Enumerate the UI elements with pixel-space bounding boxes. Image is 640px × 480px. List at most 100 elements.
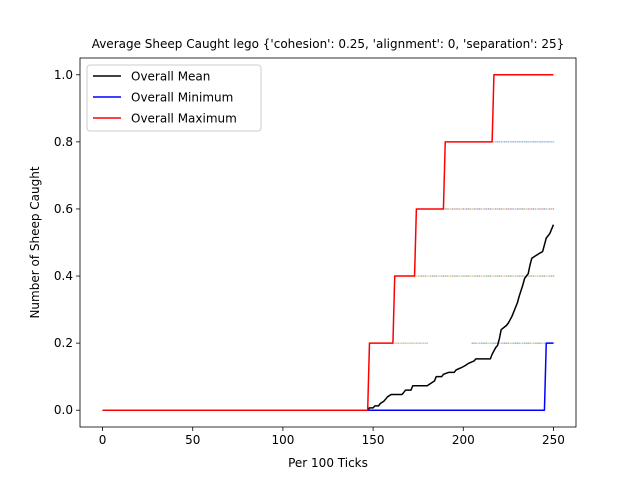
run-point [523,275,526,277]
run-point [430,275,432,277]
run-point [491,342,493,344]
run-point [525,208,528,210]
run-point [507,275,510,277]
run-point [507,141,510,143]
run-point [457,275,459,277]
run-point [426,342,429,344]
run-point [494,208,497,210]
run-point [538,342,540,344]
run-point [507,342,510,344]
run-point [476,275,479,277]
run-point [475,275,477,277]
run-point [523,208,526,210]
y-tick-label: 0.8 [54,135,73,149]
run-point [523,342,526,344]
run-point [482,275,484,277]
run-point [451,208,454,210]
run-point [512,208,515,210]
run-point [485,208,488,210]
run-point [475,342,477,344]
run-point [437,275,439,277]
run-point [478,275,481,277]
run-point [505,208,508,210]
run-point [511,275,513,277]
run-point [527,275,529,277]
run-point [502,208,504,210]
run-point [460,275,463,277]
run-point [457,208,459,210]
run-point [543,275,546,277]
run-point [502,275,504,277]
run-point [518,275,520,277]
run-point [514,208,517,210]
run-point [538,275,540,277]
run-point [516,208,519,210]
run-point [491,208,493,210]
run-point [502,342,504,344]
run-point [494,275,497,277]
run-point [552,141,555,143]
run-point [401,342,403,344]
run-point [471,208,474,210]
run-point [446,275,448,277]
run-point [496,208,499,210]
run-point [547,141,549,143]
run-point [485,342,488,344]
run-point [487,208,490,210]
run-point [549,208,551,210]
run-point [500,141,502,143]
run-point [469,208,472,210]
run-point [520,275,522,277]
run-point [540,275,542,277]
run-point [511,141,513,143]
run-point [460,208,463,210]
run-point [525,141,528,143]
run-point [547,275,549,277]
run-point [402,342,405,344]
run-point [529,275,531,277]
legend: Overall Mean Overall Minimum Overall Maxim… [86,64,262,132]
y-tick-label: 1.0 [54,68,73,82]
run-point [550,208,553,210]
run-point [442,275,445,277]
run-point [500,342,502,344]
run-point [531,275,533,277]
run-point [521,342,524,344]
run-point [484,342,486,344]
run-point [512,141,515,143]
run-point [395,342,398,344]
run-point [487,342,490,344]
run-point [489,208,492,210]
run-point [543,342,546,344]
run-point [478,342,481,344]
run-point [419,275,421,277]
run-point [476,342,479,344]
y-tick-label: 0.0 [54,403,73,417]
run-point [540,342,542,344]
series-lines-layer [102,74,555,411]
run-point [410,342,412,344]
run-point [527,208,529,210]
run-point [422,275,425,277]
run-point [514,275,517,277]
run-point [509,208,511,210]
run-point [433,275,436,277]
run-point [455,275,457,277]
run-point [480,342,483,344]
run-point [545,141,548,143]
run-point [502,141,504,143]
run-point [444,208,447,210]
run-point [435,275,438,277]
x-tick-label: 150 [362,433,385,447]
run-point [520,208,522,210]
run-point [420,342,423,344]
run-point [422,342,425,344]
run-point [467,208,470,210]
run-point [484,208,486,210]
run-point [549,141,551,143]
run-point [540,141,542,143]
run-point [453,208,456,210]
run-point [550,275,553,277]
run-point [518,208,520,210]
run-point [514,141,517,143]
